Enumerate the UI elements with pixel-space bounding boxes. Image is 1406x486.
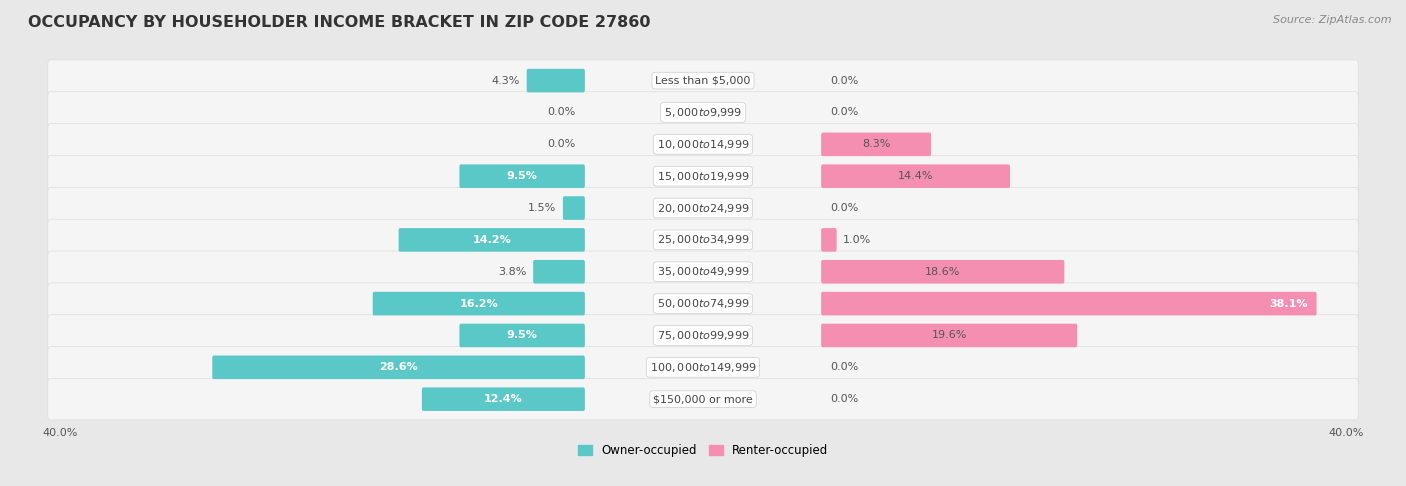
Text: 0.0%: 0.0% (547, 139, 575, 149)
FancyBboxPatch shape (48, 187, 1358, 229)
Text: 28.6%: 28.6% (380, 363, 418, 372)
Text: 0.0%: 0.0% (831, 363, 859, 372)
FancyBboxPatch shape (821, 133, 931, 156)
Text: 19.6%: 19.6% (932, 330, 967, 341)
FancyBboxPatch shape (48, 92, 1358, 133)
FancyBboxPatch shape (48, 315, 1358, 356)
Text: 0.0%: 0.0% (831, 394, 859, 404)
Text: $15,000 to $19,999: $15,000 to $19,999 (657, 170, 749, 183)
FancyBboxPatch shape (48, 60, 1358, 101)
FancyBboxPatch shape (398, 228, 585, 252)
FancyBboxPatch shape (48, 123, 1358, 165)
Text: 14.4%: 14.4% (898, 171, 934, 181)
FancyBboxPatch shape (212, 356, 585, 379)
Text: 8.3%: 8.3% (862, 139, 890, 149)
Text: 40.0%: 40.0% (42, 428, 77, 437)
Text: 0.0%: 0.0% (547, 107, 575, 118)
Text: $50,000 to $74,999: $50,000 to $74,999 (657, 297, 749, 310)
Text: 9.5%: 9.5% (506, 171, 537, 181)
Text: $35,000 to $49,999: $35,000 to $49,999 (657, 265, 749, 278)
Text: $20,000 to $24,999: $20,000 to $24,999 (657, 202, 749, 214)
FancyBboxPatch shape (48, 347, 1358, 388)
Text: 9.5%: 9.5% (506, 330, 537, 341)
Text: 0.0%: 0.0% (831, 203, 859, 213)
FancyBboxPatch shape (821, 292, 1316, 315)
Text: 3.8%: 3.8% (498, 267, 526, 277)
Text: $150,000 or more: $150,000 or more (654, 394, 752, 404)
FancyBboxPatch shape (821, 228, 837, 252)
Text: 0.0%: 0.0% (831, 76, 859, 86)
Text: Source: ZipAtlas.com: Source: ZipAtlas.com (1274, 15, 1392, 25)
Text: $100,000 to $149,999: $100,000 to $149,999 (650, 361, 756, 374)
FancyBboxPatch shape (48, 379, 1358, 420)
FancyBboxPatch shape (533, 260, 585, 283)
Text: $25,000 to $34,999: $25,000 to $34,999 (657, 233, 749, 246)
Text: $75,000 to $99,999: $75,000 to $99,999 (657, 329, 749, 342)
FancyBboxPatch shape (48, 219, 1358, 260)
Text: Less than $5,000: Less than $5,000 (655, 76, 751, 86)
FancyBboxPatch shape (48, 251, 1358, 293)
Text: 16.2%: 16.2% (460, 298, 498, 309)
Text: 0.0%: 0.0% (831, 107, 859, 118)
Text: 40.0%: 40.0% (1329, 428, 1364, 437)
Text: 1.5%: 1.5% (529, 203, 557, 213)
Text: OCCUPANCY BY HOUSEHOLDER INCOME BRACKET IN ZIP CODE 27860: OCCUPANCY BY HOUSEHOLDER INCOME BRACKET … (28, 15, 651, 30)
FancyBboxPatch shape (422, 387, 585, 411)
FancyBboxPatch shape (527, 69, 585, 92)
FancyBboxPatch shape (821, 164, 1010, 188)
Text: $5,000 to $9,999: $5,000 to $9,999 (664, 106, 742, 119)
Text: 4.3%: 4.3% (492, 76, 520, 86)
FancyBboxPatch shape (48, 156, 1358, 197)
FancyBboxPatch shape (460, 164, 585, 188)
Text: 12.4%: 12.4% (484, 394, 523, 404)
Text: 18.6%: 18.6% (925, 267, 960, 277)
Legend: Owner-occupied, Renter-occupied: Owner-occupied, Renter-occupied (572, 439, 834, 462)
FancyBboxPatch shape (373, 292, 585, 315)
FancyBboxPatch shape (460, 324, 585, 347)
Text: $10,000 to $14,999: $10,000 to $14,999 (657, 138, 749, 151)
FancyBboxPatch shape (48, 283, 1358, 324)
FancyBboxPatch shape (821, 324, 1077, 347)
Text: 38.1%: 38.1% (1268, 298, 1308, 309)
Text: 14.2%: 14.2% (472, 235, 512, 245)
FancyBboxPatch shape (562, 196, 585, 220)
FancyBboxPatch shape (821, 260, 1064, 283)
Text: 1.0%: 1.0% (844, 235, 872, 245)
